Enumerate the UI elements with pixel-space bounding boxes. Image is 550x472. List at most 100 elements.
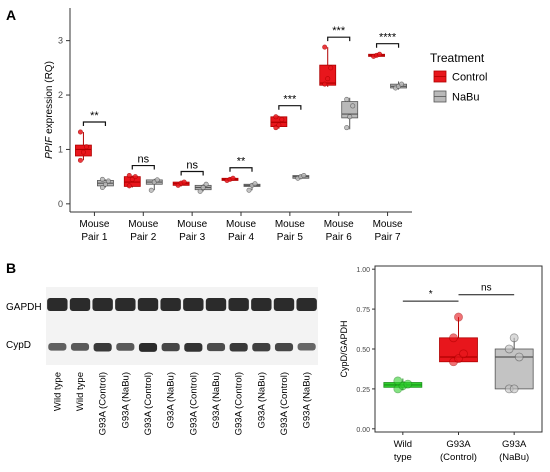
blot-row-label-cypd: CypD <box>6 340 31 351</box>
data-point <box>322 81 328 87</box>
band-cypd <box>70 343 90 351</box>
band-cypd <box>229 343 248 352</box>
x-tick-label: Pair 6 <box>326 232 353 243</box>
x-tick-label: (NaBu) <box>499 452 529 463</box>
data-point <box>399 81 405 87</box>
x-tick-label: Mouse <box>275 219 305 230</box>
data-point <box>344 96 350 102</box>
lane-label: G93A (Control) <box>188 372 199 435</box>
band-gapdh <box>47 298 68 311</box>
lane-label: G93A (NaBu) <box>211 372 222 429</box>
data-point <box>459 349 468 359</box>
band-cypd <box>138 343 158 352</box>
significance-label: ns <box>186 160 198 172</box>
lane-label: G93A (Control) <box>234 372 245 435</box>
data-point <box>273 114 279 120</box>
data-point <box>80 149 86 155</box>
lane-label: G93A (NaBu) <box>256 372 267 429</box>
panel-b-label: B <box>6 260 16 276</box>
band-cypd <box>116 343 135 351</box>
blot-image <box>46 287 318 365</box>
data-point <box>126 173 132 179</box>
lane-label: G93A (Control) <box>279 372 290 435</box>
significance-bracket <box>131 164 155 170</box>
data-point <box>99 176 105 182</box>
band-gapdh <box>137 298 159 311</box>
y-axis-label-rest: expression (RQ) <box>44 61 55 137</box>
lane-label: G93A (Control) <box>98 372 109 435</box>
significance-label: * <box>429 289 433 300</box>
data-point <box>126 183 132 189</box>
significance-label: ** <box>90 110 99 122</box>
y-tick-label: 0 <box>58 199 63 209</box>
chart-a: 0 1 2 3 PPIF expression (RQ) Mouse Pair 1 ** Mou… <box>44 8 412 243</box>
x-tick-label: Mouse <box>128 219 158 230</box>
band-cypd <box>206 343 226 352</box>
data-point <box>230 175 236 181</box>
x-tick-label: Wild <box>394 439 412 450</box>
legend-title: Treatment <box>430 51 485 65</box>
lane-label: Wild type <box>75 372 86 411</box>
legend-item-nabu: NaBu <box>452 92 480 104</box>
lane-label: G93A (NaBu) <box>302 372 313 429</box>
x-tick-label: Mouse <box>373 219 403 230</box>
data-point <box>99 185 105 191</box>
band-gapdh <box>92 298 113 311</box>
data-point <box>246 187 252 193</box>
legend: Treatment Control NaBu <box>430 51 487 104</box>
lane-label: G93A (NaBu) <box>120 372 131 429</box>
data-point <box>377 51 383 57</box>
y-tick-label: 2 <box>58 90 63 100</box>
data-point <box>148 187 154 193</box>
data-point <box>203 181 209 187</box>
x-tick-label: Pair 5 <box>277 232 304 243</box>
y-tick-label: 0.25 <box>356 387 370 394</box>
band-gapdh <box>205 298 227 311</box>
x-tick-label: Pair 7 <box>375 232 402 243</box>
significance-bracket <box>278 105 302 110</box>
western-blot: GAPDH CypD Wild type Wild type G93A (Control… <box>6 287 318 435</box>
y-tick-label: 0.50 <box>356 347 370 354</box>
data-point <box>322 44 328 50</box>
y-tick-label: 0.75 <box>356 307 370 314</box>
x-tick-label: Pair 4 <box>228 232 255 243</box>
significance-label: *** <box>332 25 346 37</box>
x-tick-label: G93A <box>446 439 471 450</box>
y-tick-label: 1.00 <box>356 267 370 274</box>
box-box <box>494 348 534 390</box>
band-gapdh <box>183 298 204 311</box>
data-point <box>276 122 282 128</box>
significance-bracket <box>327 36 351 42</box>
data-point <box>301 173 307 179</box>
x-tick-label: Pair 1 <box>81 232 108 243</box>
data-point <box>279 117 285 123</box>
x-tick-label: Pair 2 <box>130 232 157 243</box>
data-point <box>350 103 356 109</box>
chart-b: 0.00 0.25 0.50 0.75 1.00 CypD/GAPDH Wild type G9… <box>339 265 543 463</box>
band-cypd <box>184 343 203 352</box>
blot-row-label-gapdh: GAPDH <box>6 302 42 313</box>
significance-bracket <box>229 167 253 172</box>
significance-label: **** <box>379 32 397 44</box>
data-point <box>197 188 203 194</box>
significance-bracket <box>82 121 107 127</box>
panel-a-label: A <box>6 7 16 23</box>
x-tick-label: Mouse <box>177 219 207 230</box>
significance-bracket <box>180 170 204 176</box>
y-axis-label-gene: PPIF <box>44 136 55 159</box>
data-point <box>514 352 524 362</box>
y-axis-label: PPIF expression (RQ) <box>44 61 55 159</box>
band-gapdh <box>115 298 136 311</box>
data-point <box>154 177 160 183</box>
data-point <box>328 65 334 71</box>
x-tick-label: type <box>394 452 412 463</box>
data-point <box>509 384 519 394</box>
data-point <box>325 76 331 82</box>
data-point <box>200 185 206 191</box>
data-point <box>393 376 403 386</box>
x-tick-label: Mouse <box>324 219 354 230</box>
data-point <box>105 178 111 184</box>
band-gapdh <box>160 298 181 311</box>
y-tick-label: 0.00 <box>356 427 370 434</box>
